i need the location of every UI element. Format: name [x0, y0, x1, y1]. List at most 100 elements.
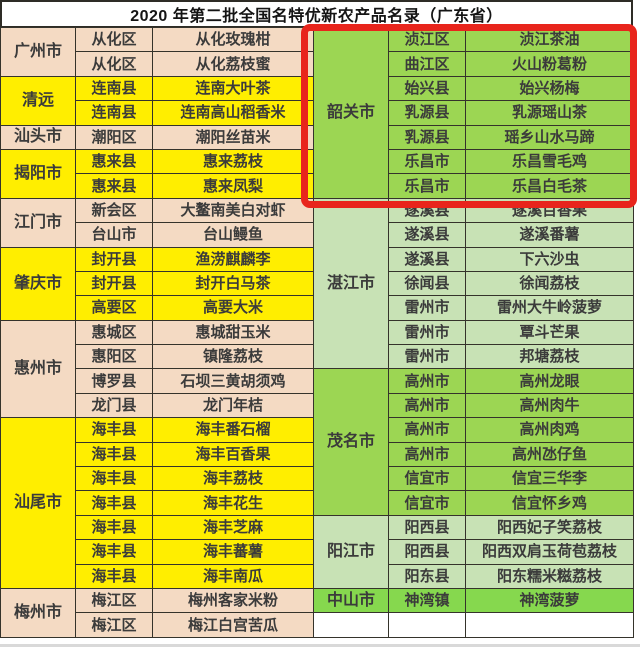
city-cell: 茂名市 — [313, 368, 389, 516]
table-row: 肇庆市 封开县 渔涝麒麟李 — [0, 246, 314, 321]
product-cell: 乐昌雪毛鸡 — [465, 148, 634, 175]
table-row: 惠来县 惠来凤梨 — [1, 173, 314, 199]
table-row: 信宜市 信宜三华李 — [314, 466, 634, 492]
district-cell: 遂溪县 — [388, 222, 466, 248]
table-row: 雷州市 雷州大牛岭菠萝 — [314, 295, 634, 321]
table-row: 台山市 台山鳗鱼 — [1, 222, 314, 248]
city-cell: 中山市 — [313, 587, 389, 614]
district-cell: 梅江区 — [75, 612, 153, 638]
table-row: 高州市 高州氹仔鱼 — [314, 441, 634, 468]
table-row: 中山市 神湾镇 神湾菠萝 — [313, 587, 634, 614]
city-cell: 清远 — [0, 75, 76, 126]
product-cell: 龙门年桔 — [152, 392, 314, 419]
product-cell: 高要大米 — [152, 295, 314, 321]
product-cell: 封开白马茶 — [152, 270, 314, 297]
product-cell: 信宜怀乡鸡 — [465, 490, 634, 516]
city-cell: 湛江市 — [313, 197, 389, 370]
product-cell: 高州氹仔鱼 — [465, 441, 634, 468]
district-cell: 信宜市 — [388, 490, 466, 516]
district-cell: 遂溪县 — [388, 197, 466, 224]
district-cell: 惠阳区 — [75, 344, 153, 370]
district-cell: 封开县 — [75, 246, 153, 272]
product-cell: 高州肉鸡 — [465, 417, 634, 443]
table-row — [313, 612, 634, 638]
table-row: 博罗县 石坝三黄胡须鸡 — [1, 368, 314, 394]
table-row: 海丰县 海丰花生 — [1, 490, 314, 516]
product-cell: 火山粉葛粉 — [465, 51, 634, 77]
district-cell: 博罗县 — [75, 368, 153, 394]
table-row: 龙门县 龙门年桔 — [1, 392, 314, 419]
district-cell: 海丰县 — [75, 563, 153, 589]
district-cell: 始兴县 — [388, 75, 466, 102]
product-cell: 连南大叶茶 — [152, 75, 314, 102]
product-cell: 大鳌南美白对虾 — [152, 197, 314, 224]
city-cell: 汕头市 — [0, 124, 76, 150]
catalog-table-right: 韶关市 浈江区 浈江茶油 曲江区 火山粉葛粉 始兴县 始兴杨梅 乳源县 乳源瑶山茶 乳源县 瑶乡山水… — [313, 26, 634, 638]
district-cell: 乳源县 — [388, 100, 466, 126]
table-row: 海丰县 海丰芝麻 — [1, 514, 314, 541]
city-cell: 韶关市 — [313, 27, 389, 199]
product-cell: 海丰百香果 — [152, 441, 314, 468]
product-cell: 始兴杨梅 — [465, 75, 634, 102]
product-cell: 渔涝麒麟李 — [152, 246, 314, 272]
district-cell: 高州市 — [388, 417, 466, 443]
table-row: 乳源县 乳源瑶山茶 — [314, 100, 634, 126]
table-row: 梅州市 梅江区 梅州客家米粉 — [0, 587, 314, 638]
district-cell: 台山市 — [75, 222, 153, 248]
city-cell: 揭阳市 — [0, 148, 76, 199]
table-row: 清远 连南县 连南大叶茶 — [0, 75, 314, 126]
city-cell: 广州市 — [0, 27, 76, 77]
district-cell: 从化区 — [75, 26, 153, 53]
product-cell: 从化玫瑰柑 — [152, 26, 314, 53]
product-cell: 徐闻荔枝 — [465, 270, 634, 297]
product-cell: 遂溪百香果 — [465, 197, 634, 224]
table-row: 阳西县 阳西双肩玉荷苞荔枝 — [314, 539, 634, 565]
table-row: 海丰县 海丰荔枝 — [1, 466, 314, 492]
city-cell: 梅州市 — [0, 587, 76, 638]
product-cell: 石坝三黄胡须鸡 — [152, 368, 314, 394]
district-cell: 曲江区 — [388, 51, 466, 77]
district-cell: 惠来县 — [75, 148, 153, 175]
product-cell: 潮阳丝苗米 — [152, 124, 314, 150]
table-row: 雷州市 覃斗芒果 — [314, 319, 634, 346]
table-row: 揭阳市 惠来县 惠来荔枝 — [0, 148, 314, 199]
district-cell: 海丰县 — [75, 539, 153, 565]
table-row: 高州市 高州肉鸡 — [314, 417, 634, 443]
district-cell: 高州市 — [388, 441, 466, 468]
district-cell: 连南县 — [75, 75, 153, 102]
product-cell: 惠来荔枝 — [152, 148, 314, 175]
district-cell: 海丰县 — [75, 441, 153, 468]
table-row: 遂溪县 下六沙虫 — [314, 246, 634, 272]
product-cell: 连南高山稻香米 — [152, 100, 314, 126]
product-cell: 阳东糯米糍荔枝 — [465, 563, 634, 589]
product-cell: 乐昌白毛茶 — [465, 173, 634, 199]
left-table-body: 广州市 从化区 从化玫瑰柑 从化区 从化荔枝蜜 清远 连南县 连南大叶茶 连南县 连南高山稻香米汕… — [0, 26, 314, 638]
city-cell: 江门市 — [0, 197, 76, 248]
product-cell: 雷州大牛岭菠萝 — [465, 295, 634, 321]
product-cell: 台山鳗鱼 — [152, 222, 314, 248]
table-row: 韶关市 浈江区 浈江茶油 — [313, 26, 634, 199]
product-cell: 覃斗芒果 — [465, 319, 634, 346]
district-cell: 新会区 — [75, 197, 153, 224]
table-row: 乐昌市 乐昌雪毛鸡 — [314, 148, 634, 175]
page-title: 2020 年第二批全国名特优新农产品名录（广东省） — [0, 0, 633, 28]
product-cell: 神湾菠萝 — [465, 587, 634, 614]
product-cell: 海丰花生 — [152, 490, 314, 516]
table-row: 始兴县 始兴杨梅 — [314, 75, 634, 102]
product-cell: 梅江白宫苦瓜 — [152, 612, 314, 638]
product-cell: 浈江茶油 — [465, 26, 634, 53]
table-row: 海丰县 海丰南瓜 — [1, 563, 314, 589]
district-cell: 神湾镇 — [388, 587, 466, 614]
city-cell: 惠州市 — [0, 319, 76, 419]
district-cell: 信宜市 — [388, 466, 466, 492]
district-cell: 海丰县 — [75, 514, 153, 541]
product-cell: 下六沙虫 — [465, 246, 634, 272]
product-cell: 瑶乡山水马蹄 — [465, 124, 634, 150]
right-table-body: 韶关市 浈江区 浈江茶油 曲江区 火山粉葛粉 始兴县 始兴杨梅 乳源县 乳源瑶山茶 乳源县 瑶乡山水… — [313, 26, 634, 638]
table-row: 高要区 高要大米 — [1, 295, 314, 321]
product-cell: 乳源瑶山茶 — [465, 100, 634, 126]
district-cell: 遂溪县 — [388, 246, 466, 272]
catalog-table-left: 广州市 从化区 从化玫瑰柑 从化区 从化荔枝蜜 清远 连南县 连南大叶茶 连南县 连南高山稻香米汕… — [0, 26, 314, 638]
district-cell: 高州市 — [388, 368, 466, 394]
product-cell: 邦塘荔枝 — [465, 344, 634, 370]
